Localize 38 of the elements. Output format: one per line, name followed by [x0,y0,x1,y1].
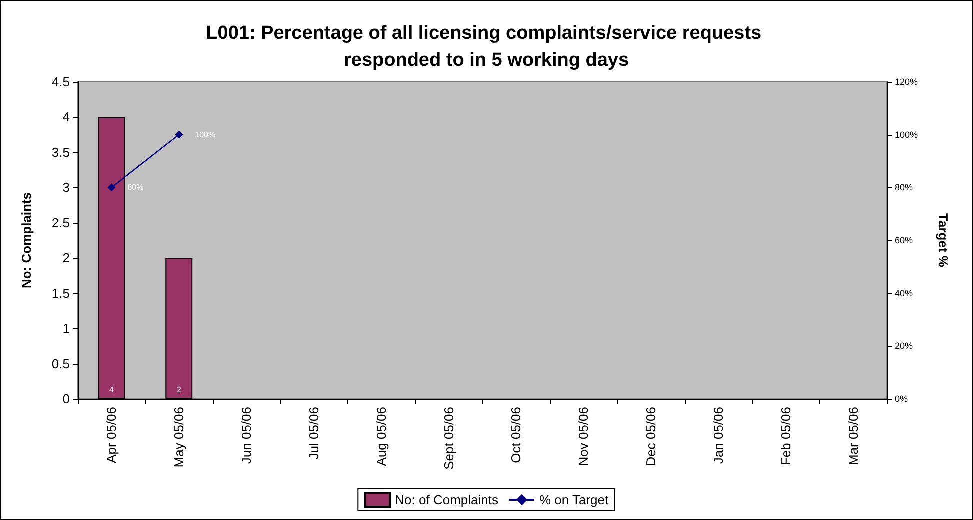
x-tick-label: Mar 05/06 [846,407,861,466]
x-tick-label: Apr 05/06 [104,407,120,464]
y2-axis-title: Target % [936,214,951,268]
y-tick-label: 0 [62,392,70,406]
y-tick-label: 4 [62,110,70,125]
y-axis-title: No: Complaints [19,192,34,289]
y2-tick-label: 0% [895,394,908,404]
y2-tick-label: 20% [895,341,914,352]
chart-title: L001: Percentage of all licensing complaints/service requests responded to in 5 working days [206,23,767,71]
y-tick-label: 1.5 [52,286,70,301]
x-tick-label: May 05/06 [172,407,187,468]
data-label: 4 [109,386,114,394]
x-tick-label: Feb 05/06 [778,407,794,466]
x-tick-label: Aug 05/06 [374,407,389,466]
legend-label: No: of Complaints [395,492,499,508]
x-tick-label: Oct 05/06 [508,407,524,464]
data-label: 80% [128,183,144,192]
legend-label: % on Target [539,492,609,508]
y2-tick-label: 100% [895,130,918,140]
y-tick-label: 4.5 [52,74,70,90]
y-tick-label: 3.5 [52,144,70,160]
y2-tick-label: 120% [895,77,918,87]
data-label: 2 [176,386,182,394]
x-tick-label: Jul 05/06 [306,407,322,460]
y2-tick-label: 60% [895,236,914,246]
y-tick-label: 3 [62,180,70,196]
y-tick-label: 0.5 [52,356,70,372]
x-tick-label: Nov 05/06 [576,407,592,466]
y-tick-label: 1 [62,321,70,336]
x-tick-label: Jan 05/06 [710,407,726,464]
data-label: 100% [195,130,216,140]
y-tick-label: 2.5 [52,215,70,230]
x-tick-label: Jun 05/06 [239,407,254,464]
y2-tick-label: 80% [895,182,914,193]
x-tick-label: Sept 05/06 [441,407,456,470]
x-tick-label: Dec 05/06 [644,407,659,466]
y-tick-label: 2 [62,250,70,266]
y2-tick-label: 40% [895,288,914,298]
